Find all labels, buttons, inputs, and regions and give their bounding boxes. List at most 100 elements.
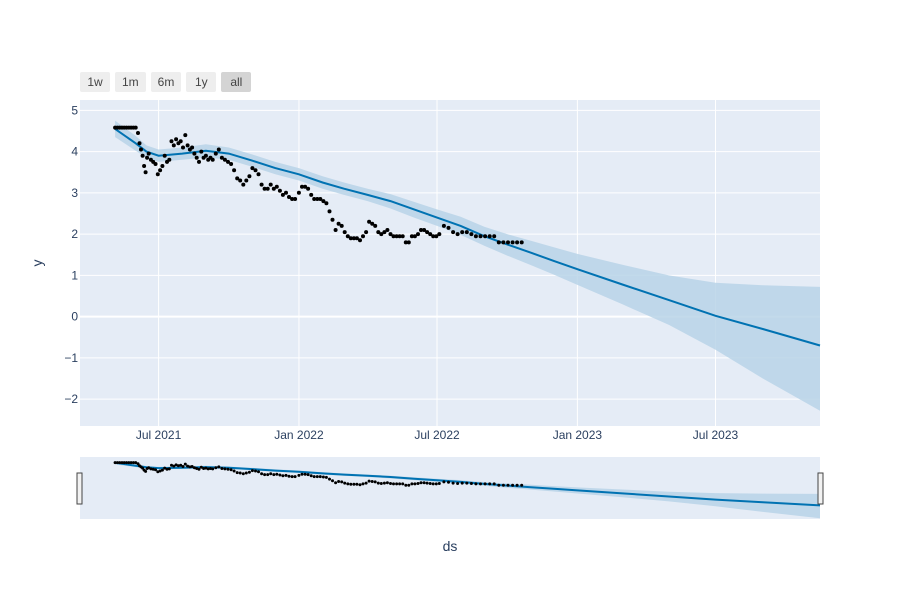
slider-observation-point <box>197 467 201 471</box>
observation-point <box>181 145 185 150</box>
observation-point <box>171 143 176 148</box>
slider-observation-point <box>284 473 288 477</box>
observation-point <box>238 178 243 183</box>
observation-point <box>155 172 160 177</box>
observation-point <box>203 153 208 158</box>
observation-point <box>142 164 147 168</box>
observation-point <box>190 145 195 150</box>
observation-point <box>492 234 497 239</box>
slider-observation-point <box>260 472 264 476</box>
slider-observation-point <box>425 481 429 485</box>
observation-point <box>510 240 515 245</box>
slider-observation-point <box>483 482 487 486</box>
observation-point <box>358 238 362 243</box>
slider-observation-point <box>442 480 446 484</box>
slider-observation-point <box>183 462 187 466</box>
observation-point <box>330 217 335 222</box>
slider-observation-point <box>395 482 399 486</box>
y-tick-label: 5 <box>71 103 78 117</box>
slider-observation-point <box>195 467 199 470</box>
range-slider-right-handle[interactable] <box>817 472 824 505</box>
slider-observation-point <box>263 473 267 477</box>
observation-point <box>496 240 501 245</box>
y-tick-label: −2 <box>64 392 78 406</box>
range-slider-points <box>113 461 524 487</box>
slider-observation-point <box>154 468 157 472</box>
observation-point <box>274 184 279 189</box>
observation-point <box>194 155 199 160</box>
slider-observation-point <box>160 468 164 472</box>
range-slider-left-handle[interactable] <box>76 472 83 505</box>
observation-point <box>277 188 282 193</box>
observation-point <box>364 230 369 235</box>
slider-observation-point <box>376 481 380 485</box>
observation-point <box>428 232 433 237</box>
observation-point <box>259 182 264 187</box>
slider-observation-point <box>257 470 260 474</box>
observation-point <box>361 234 365 239</box>
slider-observation-point <box>151 467 155 471</box>
observation-point <box>373 223 378 228</box>
observation-point <box>174 137 179 142</box>
slider-observation-point <box>120 461 124 465</box>
range-button-all[interactable]: all <box>221 72 252 92</box>
observation-point <box>370 221 375 226</box>
slider-observation-point <box>334 481 338 485</box>
observation-point <box>143 170 148 175</box>
slider-observation-point <box>214 466 218 470</box>
slider-observation-point <box>179 463 183 467</box>
observation-point <box>229 162 234 166</box>
observation-point <box>487 234 492 239</box>
observation-point <box>339 223 344 228</box>
slider-observation-point <box>306 473 310 477</box>
slider-observation-point <box>410 482 414 486</box>
observation-point <box>160 164 165 168</box>
observation-point <box>226 159 230 164</box>
slider-observation-point <box>346 482 350 486</box>
observation-point <box>345 234 350 239</box>
slider-observation-point <box>324 475 328 479</box>
range-button-1y[interactable]: 1y <box>186 72 217 92</box>
slider-observation-point <box>287 474 291 478</box>
observation-point <box>348 236 353 241</box>
slider-observation-point <box>340 480 344 484</box>
observation-point <box>244 178 249 183</box>
range-button-1m[interactable]: 1m <box>115 72 146 92</box>
observation-point <box>397 234 402 239</box>
slider-observation-point <box>269 472 273 476</box>
observation-point <box>376 230 381 235</box>
observation-point <box>324 201 329 206</box>
observation-point <box>400 234 405 239</box>
slider-observation-point <box>497 483 501 487</box>
range-button-1w[interactable]: 1w <box>80 72 110 92</box>
observation-point <box>167 157 172 162</box>
observation-point <box>416 232 420 237</box>
slider-observation-point <box>382 481 386 485</box>
slider-observation-point <box>297 473 301 477</box>
observation-point <box>192 151 197 156</box>
observation-point <box>321 199 326 204</box>
slider-observation-point <box>428 482 432 485</box>
slider-observation-point <box>278 473 282 477</box>
slider-observation-point <box>122 461 126 465</box>
observation-point <box>178 139 183 144</box>
observation-point <box>145 155 150 160</box>
slider-observation-point <box>238 471 242 475</box>
range-button-6m[interactable]: 6m <box>150 72 182 92</box>
y-tick-label: 0 <box>71 310 78 324</box>
observation-point <box>235 176 240 181</box>
slider-observation-point <box>192 466 196 470</box>
slider-observation-point <box>465 481 469 485</box>
observation-point <box>441 223 446 228</box>
observation-point <box>327 209 332 214</box>
observation-point <box>262 186 267 191</box>
observation-point <box>296 190 301 195</box>
y-tick-label: 4 <box>71 145 78 159</box>
uncertainty-band <box>115 120 821 411</box>
slider-observation-point <box>158 469 162 473</box>
observation-point <box>469 232 474 237</box>
slider-observation-point <box>229 468 233 472</box>
observation-point <box>256 172 261 177</box>
slider-observation-point <box>312 475 316 479</box>
